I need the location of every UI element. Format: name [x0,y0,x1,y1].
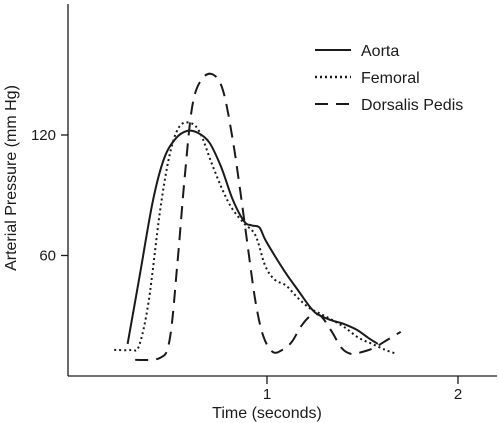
y-axis-title: Arterial Pressure (mm Hg) [3,85,20,271]
series-line-aorta [126,129,379,345]
axis-ticks: 60 120 1 2 [31,127,462,403]
axes [67,4,497,377]
legend-label-dorsalis-pedis: Dorsalis Pedis [361,97,463,114]
series-line-femoral [114,121,398,355]
legend-label-aorta: Aorta [361,43,399,60]
series-line-dorsalis-pedis [135,72,402,362]
x-tick-label-1: 1 [263,386,271,403]
legend-label-femoral: Femoral [361,70,420,87]
x-axis-title: Time (seconds) [212,405,322,422]
y-tick-label-60: 60 [39,248,56,265]
series-lines [114,72,402,362]
legend: Aorta Femoral Dorsalis Pedis [315,43,463,114]
y-tick-label-120: 120 [31,127,56,144]
x-tick-label-2: 2 [454,386,462,403]
